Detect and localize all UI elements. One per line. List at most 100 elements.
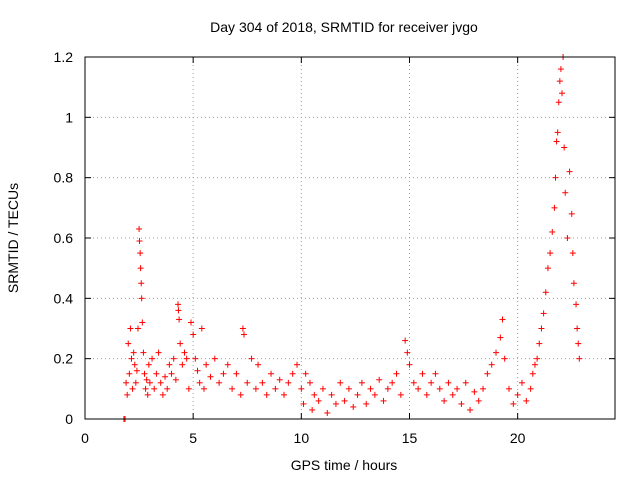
data-point [475, 397, 482, 404]
data-point [324, 409, 331, 416]
y-tick-label: 0.6 [54, 230, 74, 246]
data-point [415, 385, 422, 392]
data-point [126, 370, 133, 377]
data-point [493, 349, 500, 356]
data-point [136, 225, 143, 232]
data-point [159, 391, 166, 398]
data-point [402, 337, 409, 344]
data-point [175, 307, 182, 314]
data-point [397, 391, 404, 398]
data-point [384, 385, 391, 392]
data-point [241, 331, 247, 338]
data-point [538, 325, 545, 332]
data-point [458, 400, 465, 407]
data-point [569, 250, 576, 257]
data-point [175, 301, 182, 308]
data-point [153, 370, 160, 377]
data-point [132, 379, 139, 386]
data-point [523, 397, 530, 404]
data-point [467, 406, 474, 413]
data-point [419, 370, 426, 377]
data-point [445, 379, 452, 386]
data-point [237, 391, 244, 398]
data-point [272, 385, 279, 392]
data-point [306, 379, 313, 386]
data-point [192, 355, 199, 362]
data-point [248, 355, 255, 362]
data-point [371, 391, 378, 398]
data-point [128, 355, 135, 362]
data-point [441, 397, 448, 404]
data-point [255, 361, 262, 368]
data-point [480, 385, 487, 392]
data-point [302, 370, 309, 377]
data-point [547, 250, 554, 257]
data-point [300, 400, 307, 407]
data-point [157, 379, 164, 386]
data-point [268, 370, 275, 377]
data-point [138, 280, 145, 287]
data-point [259, 379, 266, 386]
data-point [410, 379, 417, 386]
data-point [194, 367, 201, 374]
data-point [534, 355, 541, 362]
data-point [449, 391, 456, 398]
data-point [172, 376, 179, 383]
data-point [406, 361, 413, 368]
data-point [155, 349, 162, 356]
data-point [220, 370, 227, 377]
data-point [527, 385, 534, 392]
data-point [233, 370, 240, 377]
data-point [285, 379, 292, 386]
data-point [561, 144, 568, 151]
data-point [367, 385, 374, 392]
data-point [179, 361, 186, 368]
data-point [529, 370, 536, 377]
data-point [568, 210, 575, 217]
x-tick-label: 15 [402, 430, 418, 446]
data-point [557, 66, 564, 73]
data-point [540, 310, 547, 317]
data-point [188, 319, 194, 326]
data-point [141, 370, 148, 377]
data-point [514, 391, 521, 398]
data-point [462, 379, 469, 386]
data-point [137, 250, 144, 257]
data-point [298, 385, 305, 392]
y-tick-label: 1.2 [54, 49, 74, 65]
data-point [380, 397, 387, 404]
data-point [185, 385, 192, 392]
data-point [570, 280, 577, 287]
data-point [319, 385, 326, 392]
data-point [135, 325, 141, 332]
data-point [573, 301, 580, 308]
y-tick-label: 0.4 [54, 290, 74, 306]
data-point [389, 379, 396, 386]
data-point [207, 373, 214, 380]
data-point [281, 391, 288, 398]
data-point [556, 78, 563, 85]
data-point [203, 361, 210, 368]
data-point [289, 370, 296, 377]
data-point [542, 289, 549, 296]
y-tick-label: 0 [65, 411, 73, 427]
data-point [436, 385, 443, 392]
data-point [129, 385, 136, 392]
data-point [198, 325, 205, 332]
x-axis-label: GPS time / hours [291, 457, 398, 473]
data-point [146, 379, 153, 386]
data-point [138, 295, 145, 302]
data-point [345, 385, 352, 392]
data-point [216, 379, 223, 386]
data-point [341, 397, 348, 404]
y-tick-label: 0.8 [54, 170, 74, 186]
x-tick-label: 5 [189, 430, 197, 446]
y-axis-label: SRMTID / TECUs [5, 183, 21, 293]
data-point [176, 316, 183, 323]
data-point [393, 370, 400, 377]
data-points [120, 54, 583, 422]
tick-labels: 0 5 10 15 20 0 0.2 0.4 0.6 0.8 1 1.2 [54, 49, 526, 446]
data-point [554, 129, 561, 136]
chart-title: Day 304 of 2018, SRMTID for receiver jvg… [210, 19, 478, 35]
